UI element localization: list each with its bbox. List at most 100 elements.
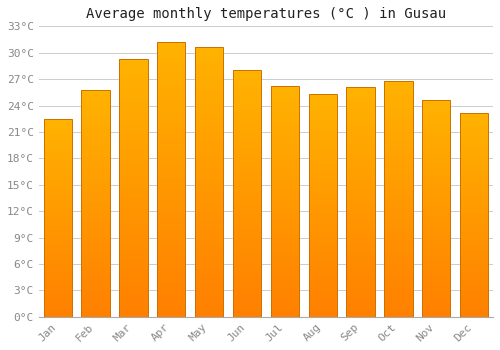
Bar (346, 303, 375, 305)
Bar (195, 111, 224, 114)
Bar (157, 223, 186, 226)
Bar (460, 126, 488, 128)
Bar (157, 256, 186, 259)
Bar (460, 148, 488, 150)
Bar (119, 224, 148, 226)
Bar (422, 135, 450, 137)
Bar (384, 312, 412, 314)
Bar (308, 286, 337, 288)
Bar (308, 223, 337, 225)
Bar (422, 213, 450, 215)
Bar (270, 229, 299, 231)
Bar (422, 269, 450, 271)
Bar (44, 311, 72, 313)
Bar (270, 112, 299, 114)
Bar (384, 196, 412, 199)
Bar (44, 277, 72, 279)
Bar (308, 188, 337, 190)
Bar (384, 97, 412, 100)
Bar (157, 289, 186, 292)
Bar (157, 160, 186, 163)
Bar (308, 94, 337, 96)
Bar (119, 154, 148, 157)
Bar (346, 96, 375, 98)
Bar (44, 168, 72, 170)
Bar (119, 105, 148, 108)
Bar (422, 113, 450, 116)
Bar (157, 306, 186, 309)
Bar (270, 155, 299, 158)
Bar (233, 73, 261, 75)
Bar (460, 266, 488, 268)
Bar (308, 179, 337, 181)
Bar (384, 138, 412, 140)
Bar (195, 211, 224, 214)
Bar (119, 59, 148, 317)
Bar (422, 293, 450, 295)
Bar (195, 109, 224, 111)
Bar (270, 213, 299, 215)
Bar (270, 167, 299, 169)
Bar (195, 147, 224, 149)
Bar (157, 196, 186, 199)
Bar (157, 287, 186, 289)
Bar (82, 199, 110, 201)
Bar (270, 100, 299, 102)
Bar (384, 248, 412, 251)
Bar (44, 125, 72, 127)
Bar (157, 292, 186, 295)
Bar (119, 172, 148, 175)
Bar (384, 163, 412, 166)
Bar (82, 172, 110, 174)
Bar (157, 83, 186, 86)
Bar (82, 253, 110, 255)
Bar (195, 174, 224, 176)
Bar (460, 154, 488, 156)
Bar (195, 228, 224, 230)
Bar (422, 198, 450, 200)
Bar (422, 252, 450, 254)
Bar (195, 168, 224, 171)
Bar (157, 240, 186, 243)
Bar (44, 238, 72, 239)
Bar (384, 237, 412, 239)
Bar (422, 211, 450, 213)
Bar (460, 227, 488, 229)
Bar (195, 122, 224, 125)
Bar (157, 295, 186, 298)
Bar (422, 176, 450, 178)
Bar (460, 262, 488, 264)
Bar (346, 204, 375, 206)
Bar (195, 171, 224, 174)
Bar (384, 211, 412, 213)
Bar (44, 232, 72, 233)
Bar (157, 166, 186, 168)
Bar (119, 108, 148, 111)
Bar (82, 144, 110, 146)
Bar (422, 161, 450, 163)
Bar (346, 259, 375, 262)
Bar (44, 257, 72, 259)
Bar (460, 304, 488, 307)
Bar (82, 310, 110, 312)
Bar (157, 281, 186, 284)
Bar (157, 125, 186, 127)
Bar (346, 206, 375, 209)
Bar (422, 280, 450, 282)
Bar (308, 154, 337, 156)
Bar (460, 313, 488, 315)
Bar (346, 305, 375, 308)
Bar (460, 176, 488, 178)
Bar (346, 151, 375, 154)
Bar (308, 232, 337, 234)
Bar (460, 270, 488, 272)
Bar (346, 225, 375, 227)
Bar (308, 107, 337, 110)
Bar (44, 119, 72, 121)
Bar (195, 119, 224, 122)
Bar (308, 266, 337, 268)
Bar (44, 192, 72, 194)
Bar (384, 286, 412, 288)
Bar (422, 224, 450, 226)
Bar (82, 146, 110, 149)
